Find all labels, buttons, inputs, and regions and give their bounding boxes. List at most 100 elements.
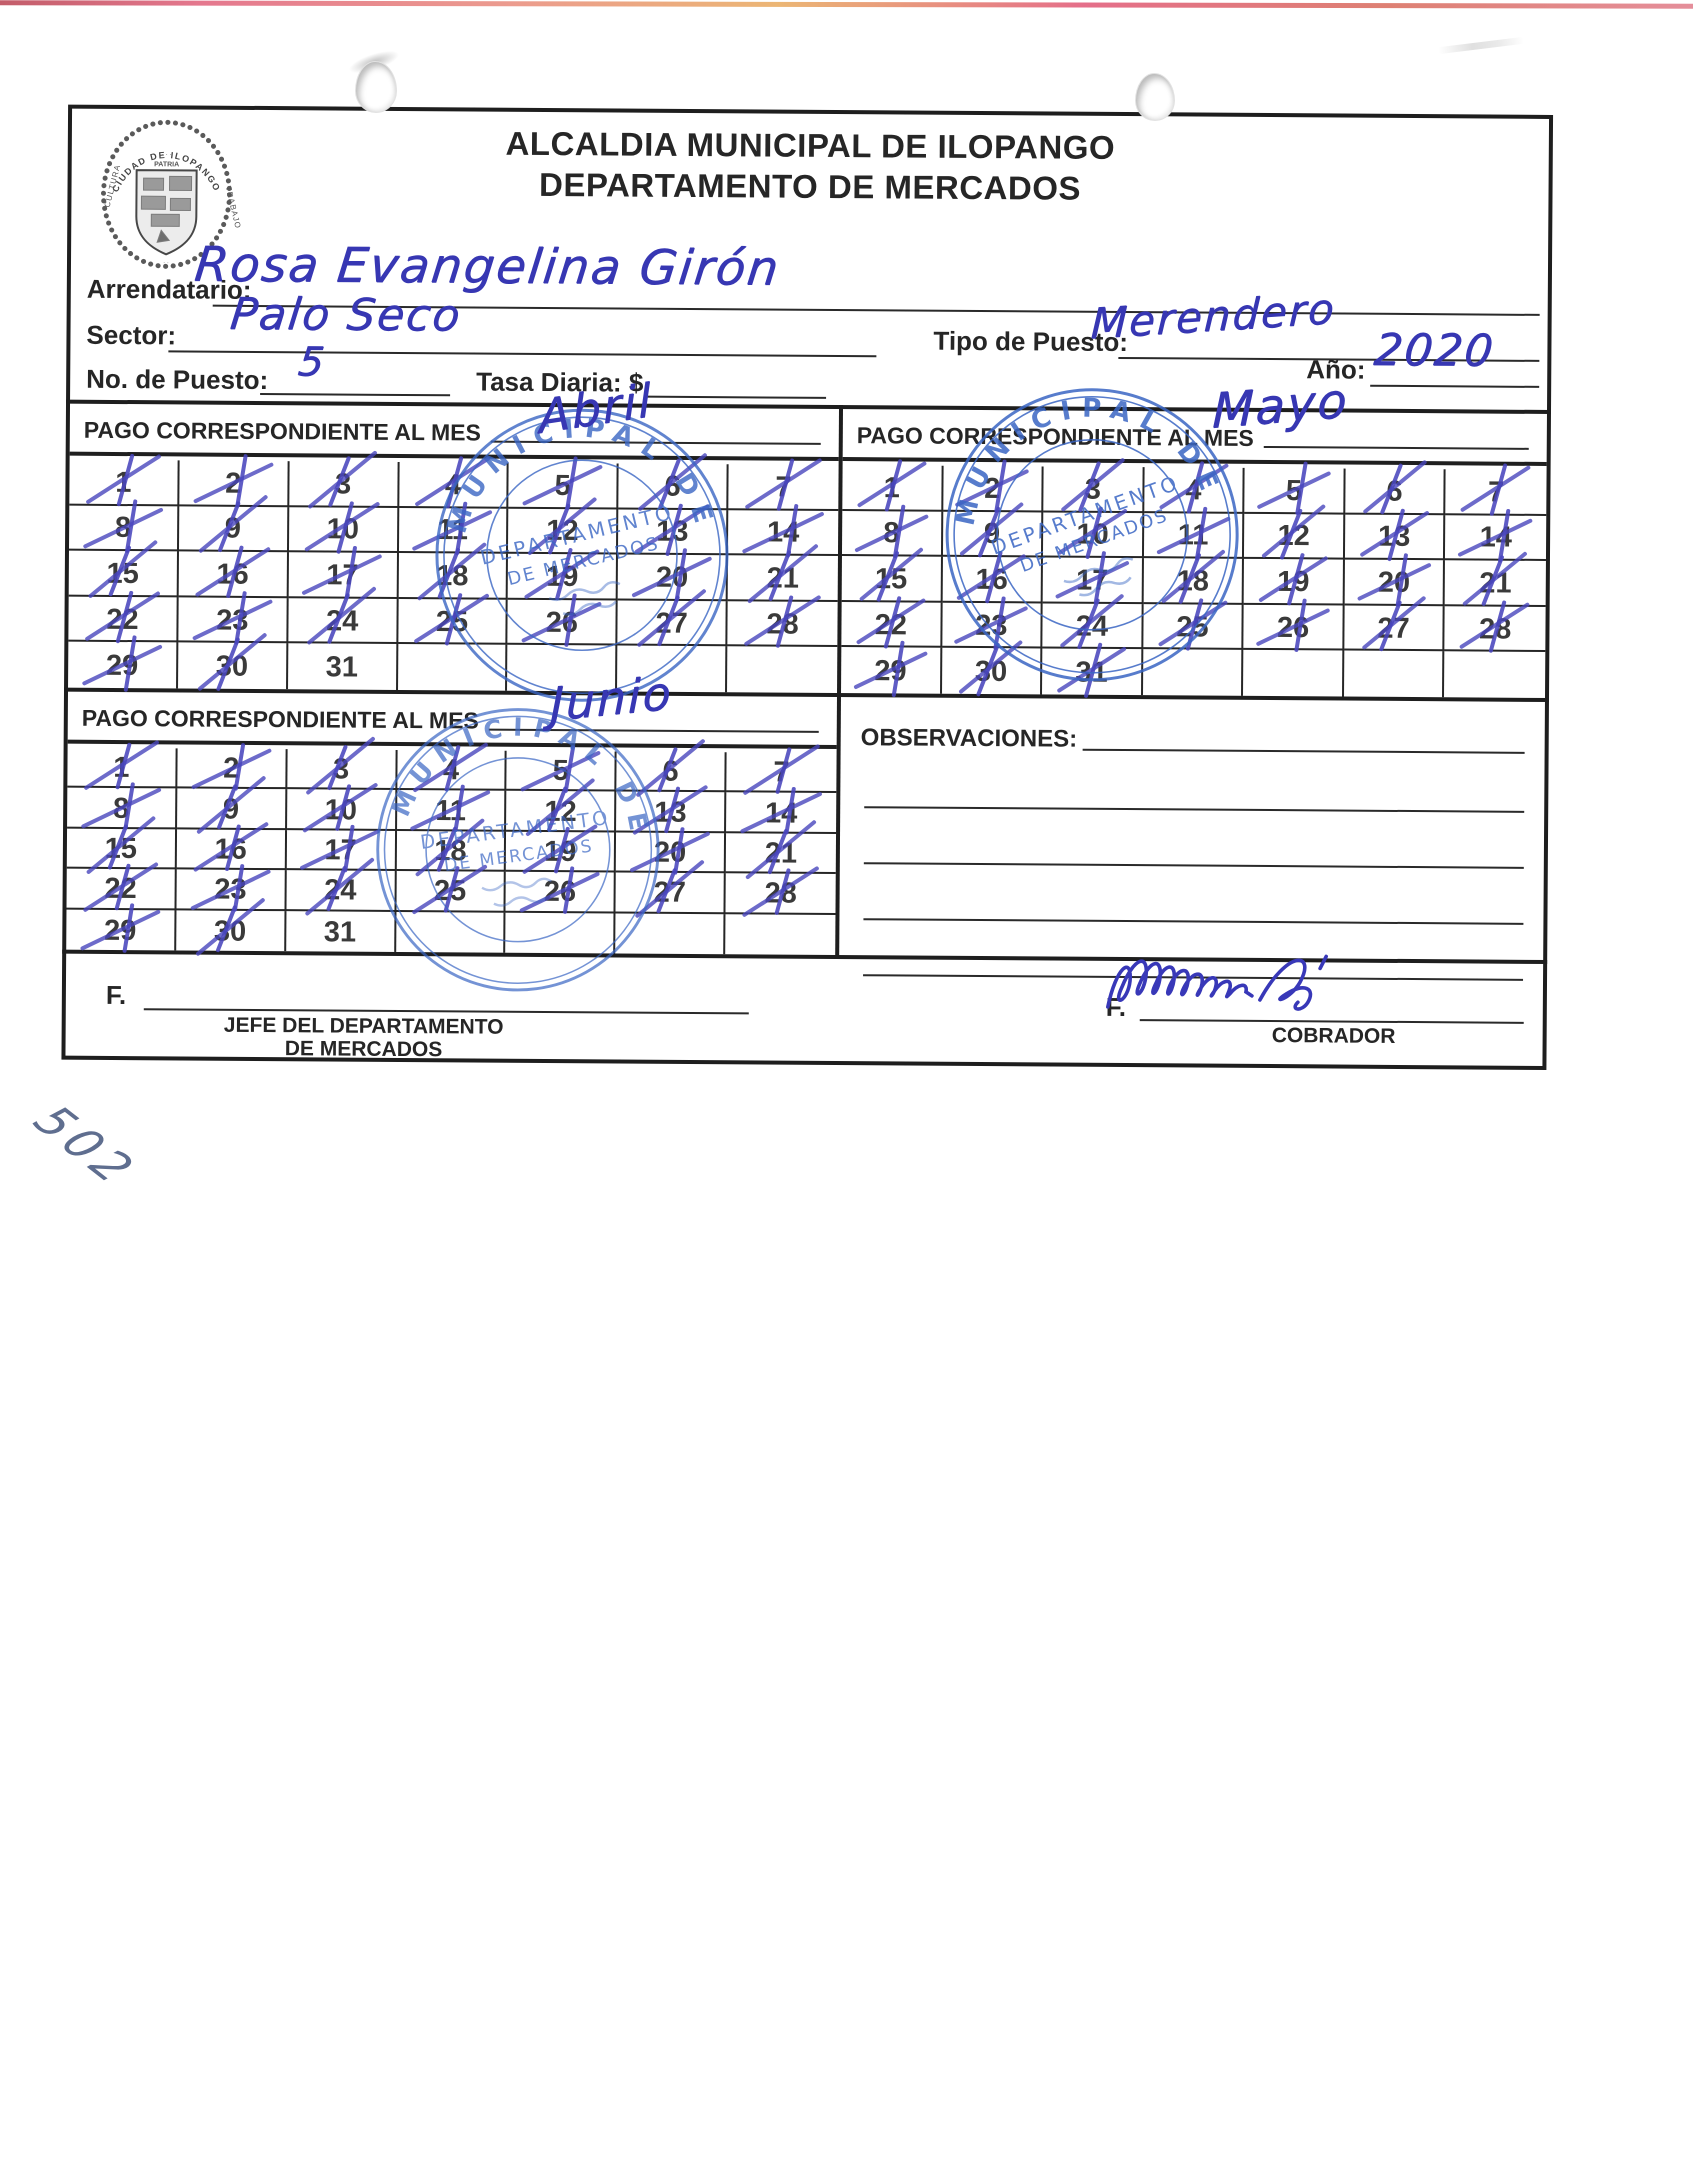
calendar-day-cell: 10: [288, 500, 399, 554]
calendar-day-cell: [725, 914, 835, 955]
calendar-day-cell: 14: [728, 503, 839, 558]
calendar-day-cell: 26: [507, 593, 618, 647]
calendar-day-cell: 15: [68, 539, 179, 599]
calendar-day-cell: 9: [942, 502, 1044, 558]
pago-mes-label: PAGO CORRESPONDIENTE AL MES: [83, 416, 481, 446]
calendar-day-cell: 2: [177, 742, 288, 791]
calendar-day-cell: 27: [1344, 596, 1446, 652]
day-number: 31: [325, 651, 359, 684]
jefe-title-line2: DE MERCADOS: [284, 1037, 443, 1062]
cobrador-signature: [1106, 954, 1328, 1011]
calendar-day-cell: 10: [1043, 505, 1144, 560]
calendar-day-cell: 19: [1243, 552, 1345, 607]
calendar-day-cell: 20: [616, 826, 727, 875]
calendar-day-cell: 9: [178, 494, 290, 554]
calendar-day-cell: 3: [1043, 457, 1145, 513]
calendar-day-cell: 11: [396, 784, 507, 833]
calendar-day-cell: 23: [941, 596, 1043, 650]
calendar-panel-abril: PAGO CORRESPONDIENTE AL MES 123456789101…: [68, 403, 839, 693]
calendar-day-cell: 1: [842, 458, 944, 513]
calendar-panel-mayo: PAGO CORRESPONDIENTE AL MES 123456789101…: [841, 409, 1547, 698]
calendar-day-cell: 25: [397, 592, 509, 646]
calendar-day-cell: 7: [728, 458, 839, 512]
anio-value-handwritten: 2020: [1371, 324, 1498, 377]
calendar-day-cell: 26: [505, 866, 617, 914]
calendar-day-cell: 11: [398, 501, 509, 556]
observaciones-label: OBSERVACIONES:: [860, 724, 1078, 753]
calendar-day-cell: 5: [508, 456, 619, 511]
calendar-day-cell: 13: [1344, 507, 1446, 562]
calendar-day-cell: 31: [287, 643, 398, 690]
calendar-day-cell: [505, 912, 616, 954]
calendar-day-cell: 18: [1143, 549, 1245, 605]
calendar-day-cell: 18: [398, 541, 509, 601]
calendar-day-cell: 29: [68, 635, 179, 692]
punch-hole-left: [356, 62, 396, 112]
calendar-day-cell: 20: [617, 548, 729, 603]
observaciones-line: [864, 806, 1525, 813]
calendar-day-cell: 6: [618, 451, 729, 512]
calendar-day-cell: 17: [288, 545, 399, 600]
calendar-day-cell: 21: [727, 543, 838, 604]
shield: [135, 169, 198, 256]
calendar-day-cell: [1343, 650, 1445, 698]
calendar-day-cell: 17: [286, 824, 397, 872]
calendar-grid-junio: 1234567891011121314151617181920212223242…: [66, 735, 837, 957]
calendar-day-cell: 30: [941, 639, 1043, 697]
arrendatario-value-handwritten: Rosa Evangelina Girón: [191, 236, 783, 297]
municipal-logo: CIUDAD DE ILOPANGO · · · PATRIA CULTURA …: [91, 112, 243, 278]
calendar-day-cell: 6: [1345, 459, 1447, 515]
calendar-day-cell: 7: [1445, 463, 1547, 517]
sector-label: Sector:: [86, 319, 177, 351]
calendar-day-cell: 24: [288, 586, 399, 646]
calendar-day-cell: 12: [506, 777, 617, 838]
calendar-day-cell: 1: [69, 453, 180, 507]
calendar-day-cell: 4: [396, 742, 508, 794]
calendar-day-cell: 6: [616, 737, 727, 798]
calendar-day-cell: 29: [841, 640, 942, 698]
calendar-day-cell: [1142, 649, 1244, 696]
no-puesto-label: No. de Puesto:: [86, 363, 269, 396]
calendar-day-cell: [1444, 652, 1545, 698]
calendar-day-cell: 28: [727, 594, 838, 649]
calendar-day-cell: 19: [508, 547, 619, 601]
calendar-day-cell: 16: [176, 821, 287, 873]
calendar-day-cell: 4: [1143, 460, 1245, 515]
calendar-day-cell: [615, 913, 726, 955]
calendar-day-cell: 15: [66, 814, 177, 875]
calendar-day-cell: 21: [1445, 550, 1546, 607]
calendar-day-cell: 5: [1244, 461, 1346, 516]
calendar-day-cell: [397, 644, 508, 691]
calendar-grid-mayo: 1234567891011121314151617181920212223242…: [841, 457, 1547, 698]
calendar-day-cell: 21: [725, 818, 837, 880]
calendar-day-cell: [1243, 650, 1345, 697]
no-puesto-value-handwritten: 5: [295, 339, 329, 386]
sector-value-handwritten: Palo Seco: [227, 288, 465, 342]
calendar-day-cell: 20: [1344, 553, 1446, 608]
calendar-day-cell: 15: [841, 546, 943, 603]
jefe-f-label: F.: [105, 979, 127, 1011]
calendar-day-cell: 5: [506, 745, 617, 793]
calendar-day-cell: 26: [1243, 598, 1345, 653]
calendar-day-cell: 7: [726, 744, 837, 796]
calendar-day-cell: 9: [176, 775, 288, 835]
calendar-day-cell: [727, 647, 837, 693]
logo-foot-mark: · ·: [163, 260, 169, 266]
calendar-day-cell: 19: [506, 823, 617, 875]
calendar-day-cell: 8: [68, 498, 180, 553]
calendar-day-cell: 27: [615, 859, 726, 919]
observaciones-line: [1083, 724, 1525, 754]
calendar-day-cell: 11: [1143, 506, 1245, 561]
calendar-day-cell: 28: [725, 865, 836, 918]
pago-mes-label: PAGO CORRESPONDIENTE AL MES: [81, 704, 479, 734]
calendar-day-cell: 4: [398, 455, 510, 509]
calendar-grid-abril: 1234567891011121314151617181920212223242…: [68, 449, 839, 693]
calendar-day-cell: 25: [396, 863, 507, 915]
calendar-day-cell: 8: [67, 782, 178, 830]
calendar-day-cell: 31: [1042, 642, 1144, 698]
calendar-day-cell: 27: [617, 588, 728, 649]
punch-hole-right: [1136, 74, 1174, 120]
calendar-day-cell: 24: [1042, 593, 1144, 650]
calendar-day-cell: 17: [1042, 551, 1144, 606]
